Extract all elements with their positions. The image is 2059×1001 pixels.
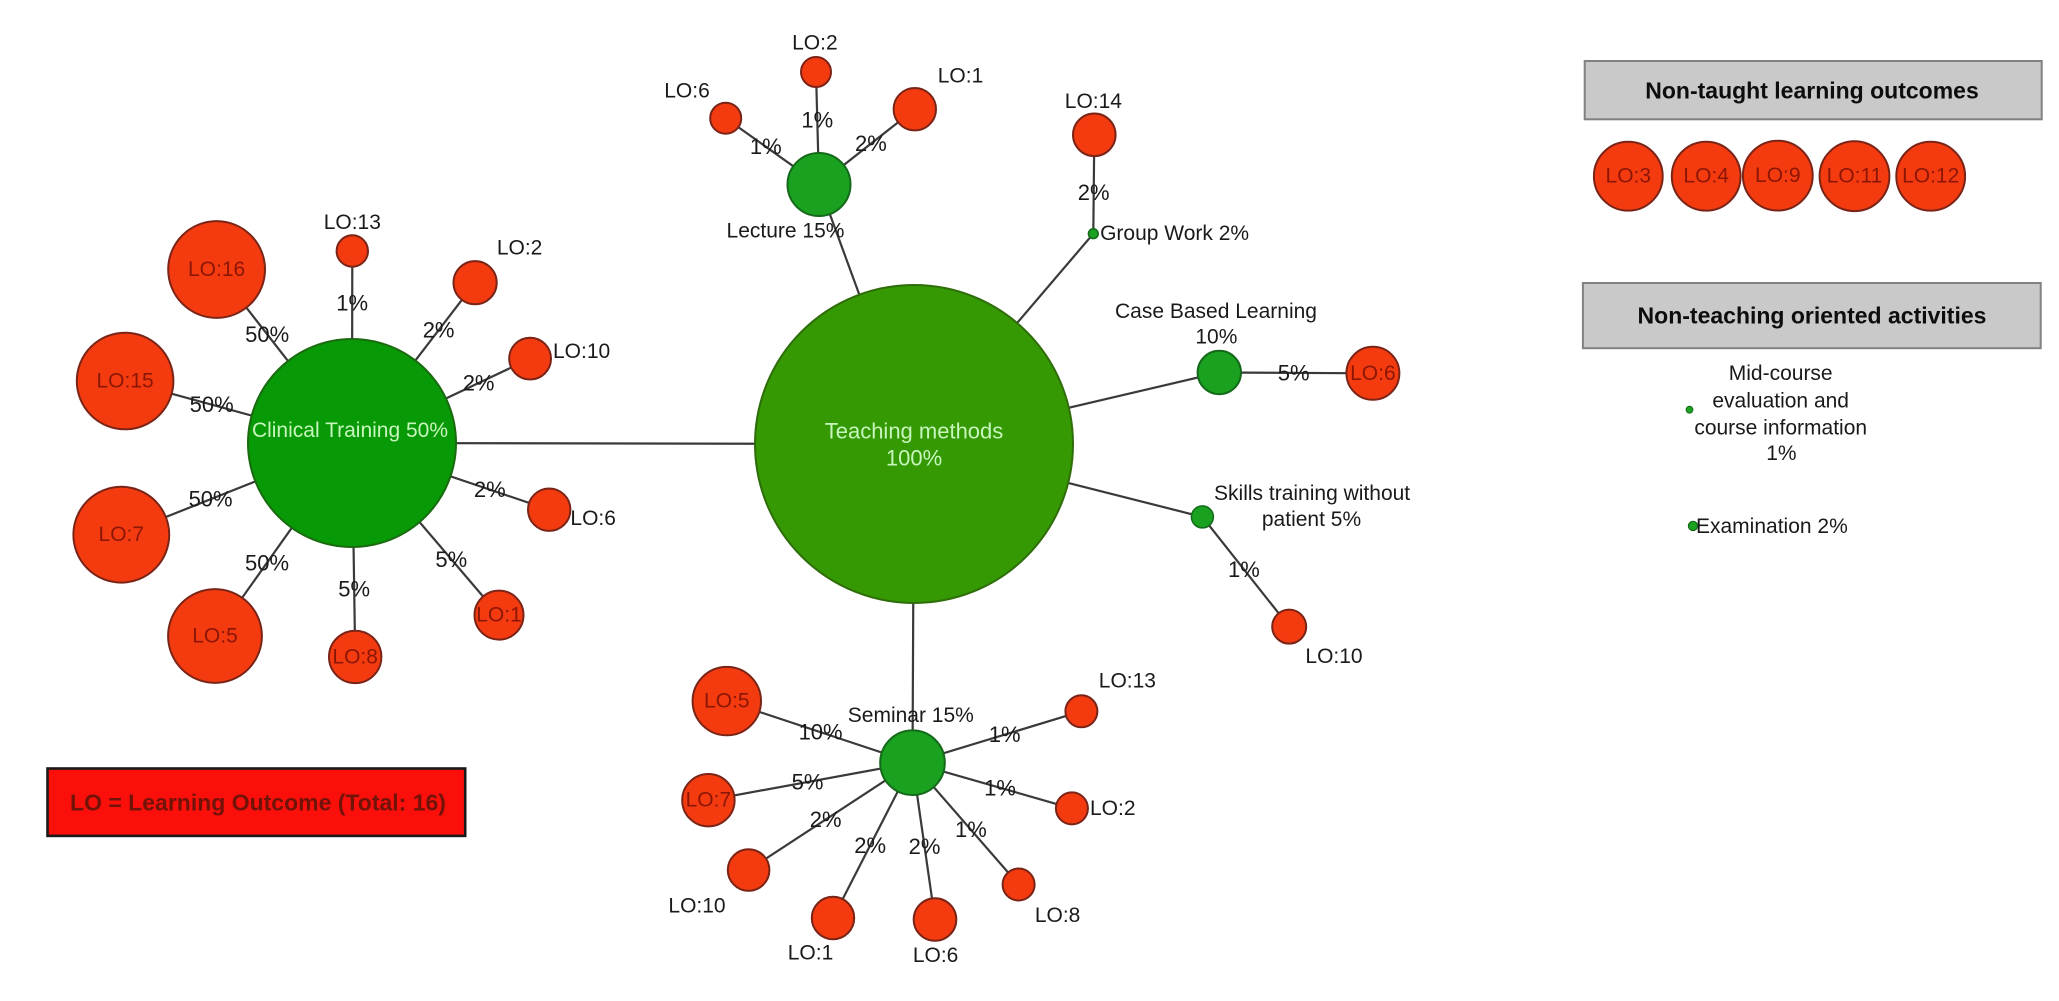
svg-text:LO:7: LO:7 bbox=[99, 523, 145, 546]
svg-text:evaluation and: evaluation and bbox=[1712, 390, 1849, 413]
svg-text:LO:15: LO:15 bbox=[96, 370, 153, 393]
svg-text:Non-taught learning outcomes: Non-taught learning outcomes bbox=[1645, 78, 1979, 104]
svg-text:LO:13: LO:13 bbox=[324, 211, 381, 234]
svg-text:5%: 5% bbox=[1278, 360, 1310, 385]
svg-text:LO:16: LO:16 bbox=[188, 258, 245, 281]
svg-text:1%: 1% bbox=[801, 108, 833, 133]
svg-text:50%: 50% bbox=[245, 550, 289, 575]
svg-text:50%: 50% bbox=[245, 322, 289, 347]
svg-text:patient 5%: patient 5% bbox=[1262, 508, 1361, 531]
svg-text:50%: 50% bbox=[189, 487, 233, 512]
svg-text:LO:2: LO:2 bbox=[1090, 797, 1136, 820]
svg-text:2%: 2% bbox=[423, 318, 455, 343]
svg-text:Lecture 15%: Lecture 15% bbox=[727, 220, 845, 243]
svg-text:LO:5: LO:5 bbox=[192, 625, 238, 648]
svg-text:course information: course information bbox=[1694, 416, 1867, 439]
svg-text:5%: 5% bbox=[435, 547, 467, 572]
svg-text:Clinical Training 50%: Clinical Training 50% bbox=[252, 419, 448, 442]
svg-text:LO:7: LO:7 bbox=[686, 789, 732, 812]
svg-text:50%: 50% bbox=[190, 392, 234, 417]
svg-text:2%: 2% bbox=[463, 371, 495, 396]
svg-text:2%: 2% bbox=[1078, 180, 1110, 205]
svg-text:LO:10: LO:10 bbox=[1305, 645, 1362, 668]
svg-text:2%: 2% bbox=[909, 834, 941, 859]
svg-text:5%: 5% bbox=[338, 576, 370, 601]
svg-text:LO:8: LO:8 bbox=[332, 645, 378, 668]
svg-text:LO:10: LO:10 bbox=[668, 895, 725, 918]
svg-text:LO:6: LO:6 bbox=[570, 507, 616, 530]
svg-text:1%: 1% bbox=[1766, 442, 1796, 465]
svg-text:Mid-course: Mid-course bbox=[1729, 362, 1833, 385]
svg-text:1%: 1% bbox=[750, 134, 782, 159]
svg-text:Seminar 15%: Seminar 15% bbox=[848, 704, 974, 727]
svg-text:100%: 100% bbox=[886, 446, 942, 471]
svg-text:Skills training without: Skills training without bbox=[1214, 482, 1410, 505]
svg-text:1%: 1% bbox=[1228, 557, 1260, 582]
svg-text:LO:10: LO:10 bbox=[553, 340, 610, 363]
svg-text:Non-teaching oriented activiti: Non-teaching oriented activities bbox=[1638, 303, 1987, 329]
svg-text:Case Based Learning: Case Based Learning bbox=[1115, 300, 1317, 323]
svg-text:1%: 1% bbox=[984, 775, 1016, 800]
svg-text:Group Work 2%: Group Work 2% bbox=[1100, 222, 1249, 245]
svg-text:1%: 1% bbox=[336, 290, 368, 315]
svg-text:LO:1: LO:1 bbox=[476, 604, 522, 627]
svg-text:LO:6: LO:6 bbox=[913, 944, 959, 967]
svg-text:Examination 2%: Examination 2% bbox=[1696, 515, 1848, 538]
svg-text:LO:6: LO:6 bbox=[664, 80, 710, 103]
svg-text:10%: 10% bbox=[799, 720, 843, 745]
svg-text:LO:14: LO:14 bbox=[1065, 90, 1123, 113]
svg-text:LO:4: LO:4 bbox=[1683, 165, 1729, 188]
svg-text:LO:1: LO:1 bbox=[788, 942, 834, 965]
svg-text:2%: 2% bbox=[854, 833, 886, 858]
svg-text:LO:5: LO:5 bbox=[704, 690, 750, 713]
svg-text:LO:11: LO:11 bbox=[1827, 165, 1883, 188]
svg-text:LO:3: LO:3 bbox=[1606, 165, 1652, 188]
svg-text:LO:13: LO:13 bbox=[1099, 670, 1156, 693]
svg-text:LO:2: LO:2 bbox=[792, 32, 838, 55]
svg-text:LO:2: LO:2 bbox=[497, 237, 543, 260]
svg-text:5%: 5% bbox=[792, 770, 824, 795]
svg-text:LO:9: LO:9 bbox=[1755, 164, 1801, 187]
svg-text:LO:8: LO:8 bbox=[1035, 904, 1081, 927]
svg-text:LO:12: LO:12 bbox=[1902, 165, 1959, 188]
svg-text:Teaching methods: Teaching methods bbox=[825, 419, 1004, 444]
svg-text:2%: 2% bbox=[474, 477, 506, 502]
svg-text:10%: 10% bbox=[1195, 326, 1237, 349]
svg-text:LO:1: LO:1 bbox=[938, 65, 984, 88]
svg-text:LO = Learning Outcome (Total:: LO = Learning Outcome (Total: 16) bbox=[70, 789, 446, 815]
svg-text:LO:6: LO:6 bbox=[1350, 362, 1396, 385]
svg-text:2%: 2% bbox=[855, 131, 887, 156]
svg-text:1%: 1% bbox=[955, 817, 987, 842]
svg-text:2%: 2% bbox=[810, 807, 842, 832]
svg-text:1%: 1% bbox=[989, 722, 1021, 747]
